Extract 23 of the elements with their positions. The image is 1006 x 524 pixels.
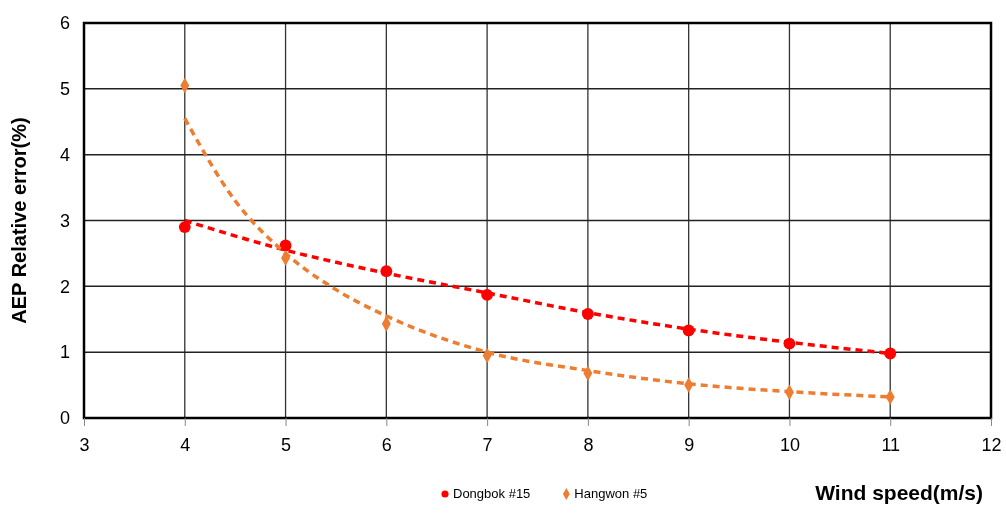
- y-tick-label: 4: [59, 144, 70, 165]
- x-tick-label: 6: [381, 434, 392, 455]
- x-tick-label: 9: [684, 434, 695, 455]
- x-tick-label: 12: [981, 434, 1002, 455]
- y-tick-label: 2: [59, 276, 70, 297]
- y-tick-label: 1: [59, 342, 70, 363]
- point: [884, 347, 897, 360]
- y-axis-title: AEP Relative error(%): [8, 117, 30, 324]
- x-axis-title: Wind speed(m/s): [815, 481, 983, 504]
- x-tick-label: 4: [180, 434, 191, 455]
- y-tick-label: 6: [59, 13, 70, 34]
- x-tick-label: 7: [482, 434, 493, 455]
- y-tick-label: 5: [59, 79, 70, 100]
- x-tick-label: 10: [779, 434, 800, 455]
- x-tick-label: 8: [583, 434, 594, 455]
- x-tick-label: 3: [79, 434, 90, 455]
- x-tick-label: 11: [881, 434, 901, 455]
- y-tick-label: 3: [59, 210, 70, 231]
- legend-label: Hangwon #5: [574, 486, 648, 501]
- y-tick-label: 0: [59, 408, 70, 429]
- x-tick-label: 5: [281, 434, 292, 455]
- point: [178, 221, 191, 233]
- legend-label: Dongbok #15: [453, 486, 531, 501]
